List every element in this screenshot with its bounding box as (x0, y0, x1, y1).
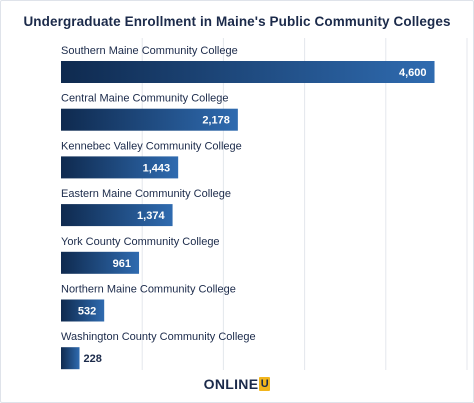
data-label: 1,443 (143, 162, 171, 174)
category-label: Central Maine Community College (61, 93, 229, 105)
category-label: York County Community College (61, 236, 220, 248)
gridlines (141, 38, 468, 370)
bar (61, 299, 105, 322)
data-label: 1,374 (137, 210, 165, 222)
bar (61, 251, 140, 274)
category-label: Washington County Community College (61, 331, 256, 343)
data-label: 2,178 (202, 115, 230, 127)
category-label: Kennebec Valley Community College (61, 140, 242, 152)
bar (61, 156, 179, 179)
bar (61, 347, 80, 370)
bars: Southern Maine Community College 4,600 Cen… (61, 45, 435, 370)
bar (61, 108, 238, 131)
logo-mark: U (259, 377, 271, 391)
bar (61, 61, 435, 83)
logo-text: ONLINE (203, 376, 259, 392)
data-label: 4,600 (399, 67, 427, 79)
category-label: Southern Maine Community College (61, 45, 238, 57)
category-label: Northern Maine Community College (61, 284, 236, 296)
category-label: Eastern Maine Community College (61, 188, 231, 200)
chart-title: Undergraduate Enrollment in Maine's Publ… (23, 14, 451, 29)
data-label: 961 (113, 258, 131, 270)
bar (61, 204, 173, 227)
data-label: 228 (84, 353, 102, 365)
data-label: 532 (78, 306, 96, 318)
onlineu-logo: ONLINE U (0, 376, 474, 392)
